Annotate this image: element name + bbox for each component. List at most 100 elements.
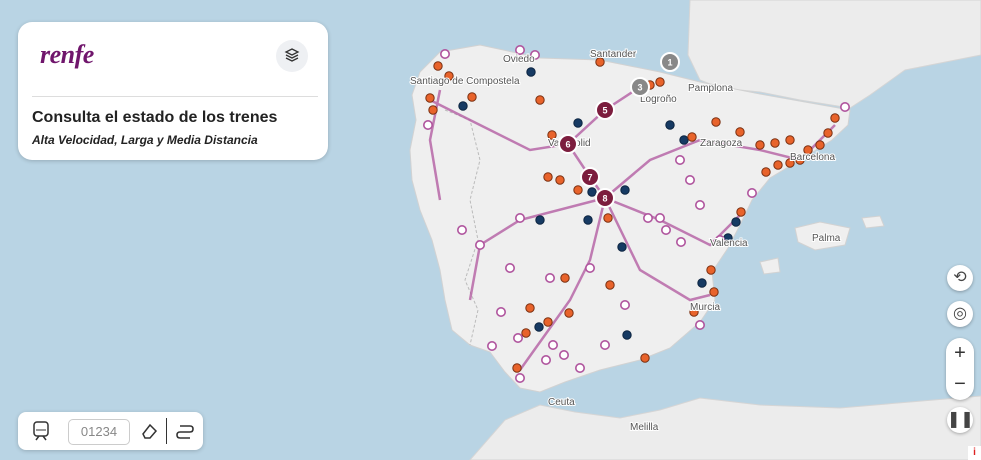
city-label: Murcia xyxy=(690,302,720,313)
station xyxy=(770,138,780,148)
france xyxy=(687,0,981,109)
station xyxy=(564,308,574,318)
station xyxy=(547,339,558,350)
station xyxy=(603,213,613,223)
station xyxy=(735,127,745,137)
station xyxy=(512,363,522,373)
station xyxy=(558,349,569,360)
station xyxy=(694,200,705,211)
station xyxy=(574,362,585,373)
rotate-button[interactable]: ⟲ xyxy=(947,265,973,291)
search-bar: 01234 xyxy=(18,412,203,450)
cluster-count: 5 xyxy=(602,106,607,116)
logo: renfe xyxy=(40,40,94,69)
station xyxy=(755,140,765,150)
train-icon[interactable] xyxy=(32,421,50,441)
station xyxy=(514,213,525,224)
subtitle: Alta Velocidad, Larga y Media Distancia xyxy=(32,133,258,147)
train-number-input[interactable]: 01234 xyxy=(68,419,130,445)
station xyxy=(731,217,741,227)
station xyxy=(583,215,593,225)
info-button[interactable]: i xyxy=(968,446,981,460)
cluster-count: 6 xyxy=(565,140,570,150)
station xyxy=(599,339,610,350)
station xyxy=(529,49,540,60)
zoom-control: + − xyxy=(946,338,974,400)
station xyxy=(540,354,551,365)
station xyxy=(555,175,565,185)
station xyxy=(514,44,525,55)
station xyxy=(605,280,615,290)
divider xyxy=(32,96,318,97)
station xyxy=(674,155,685,166)
station xyxy=(617,242,627,252)
station xyxy=(679,135,689,145)
station xyxy=(543,317,553,327)
station xyxy=(525,303,535,313)
station xyxy=(665,120,675,130)
city-label: Melilla xyxy=(630,422,659,433)
station xyxy=(736,207,746,217)
station xyxy=(495,306,506,317)
station xyxy=(486,340,497,351)
cluster-count: 1 xyxy=(667,58,672,68)
route-button[interactable] xyxy=(176,422,194,440)
station xyxy=(584,262,595,273)
station xyxy=(706,265,716,275)
station xyxy=(761,167,771,177)
station xyxy=(560,273,570,283)
cluster xyxy=(595,188,615,208)
station xyxy=(830,113,840,123)
station xyxy=(433,61,443,71)
station xyxy=(422,120,433,131)
station xyxy=(675,237,686,248)
city-label: Valencia xyxy=(710,238,748,249)
station xyxy=(444,71,454,81)
info-panel: renfe Consulta el estado de los trenes A… xyxy=(18,22,328,160)
city-label: Oviedo xyxy=(503,54,535,65)
clear-button[interactable] xyxy=(140,422,158,440)
station xyxy=(689,307,699,317)
station xyxy=(512,332,523,343)
station xyxy=(521,328,531,338)
station xyxy=(684,175,695,186)
cluster xyxy=(630,77,650,97)
station xyxy=(458,101,468,111)
zoom-in[interactable]: + xyxy=(954,342,966,364)
city-label: Palma xyxy=(812,233,841,244)
station xyxy=(709,287,719,297)
station xyxy=(425,93,435,103)
station xyxy=(439,48,450,59)
station xyxy=(815,140,825,150)
station xyxy=(694,319,705,330)
station xyxy=(640,353,650,363)
africa xyxy=(469,395,981,460)
station xyxy=(711,117,721,127)
station xyxy=(785,158,795,168)
station xyxy=(620,185,630,195)
city-label: Santander xyxy=(590,49,637,60)
title: Consulta el estado de los trenes xyxy=(32,109,278,126)
station xyxy=(514,372,525,383)
station xyxy=(534,322,544,332)
station xyxy=(526,67,536,77)
layers-button[interactable] xyxy=(276,40,308,72)
balearic-islands xyxy=(759,215,885,275)
station xyxy=(428,105,438,115)
station xyxy=(543,172,553,182)
zoom-out[interactable]: − xyxy=(954,373,966,395)
station xyxy=(595,57,605,67)
routes xyxy=(428,85,836,371)
locate-button[interactable]: ◎ xyxy=(947,301,973,327)
station xyxy=(573,118,583,128)
city-label: Pamplona xyxy=(688,83,733,94)
station xyxy=(573,185,583,195)
stations xyxy=(422,44,850,383)
pause-button[interactable]: ❚❚ xyxy=(947,407,974,433)
station xyxy=(467,92,477,102)
city-label: Ceuta xyxy=(548,397,575,408)
station xyxy=(687,132,697,142)
station xyxy=(773,160,783,170)
